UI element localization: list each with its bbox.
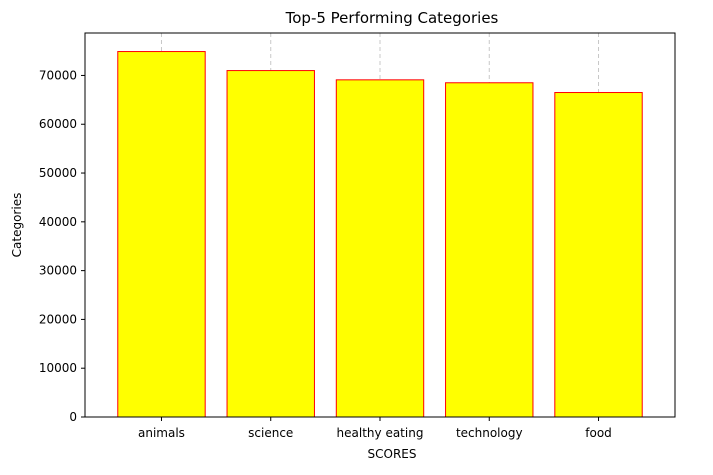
x-tick-label: food (585, 426, 612, 440)
y-tick-label: 30000 (39, 264, 77, 278)
y-axis-label: Categories (10, 193, 24, 258)
y-tick-label: 0 (69, 410, 77, 424)
bar-science (226, 70, 315, 418)
y-tick-label: 20000 (39, 312, 77, 326)
x-tick-label: technology (456, 426, 523, 440)
y-tick-label: 60000 (39, 117, 77, 131)
y-tick-label: 70000 (39, 68, 77, 82)
x-axis-ticks: animals science healthy eating technology fo… (138, 417, 612, 440)
chart-title: Top-5 Performing Categories (285, 9, 499, 27)
y-tick-label: 40000 (39, 215, 77, 229)
x-tick-label: animals (138, 426, 185, 440)
x-tick-label: science (248, 426, 293, 440)
x-axis-label: SCORES (368, 447, 417, 461)
bar-animals (117, 51, 206, 418)
y-axis-ticks: 0 10000 20000 30000 40000 50000 60000 70000 (39, 68, 85, 424)
x-tick-label: healthy eating (337, 426, 424, 440)
y-tick-label: 10000 (39, 361, 77, 375)
y-tick-label: 50000 (39, 166, 77, 180)
bars (117, 51, 643, 418)
bar-food (554, 92, 643, 418)
bar-healthy-eating (335, 79, 425, 418)
bar-technology (445, 82, 534, 418)
